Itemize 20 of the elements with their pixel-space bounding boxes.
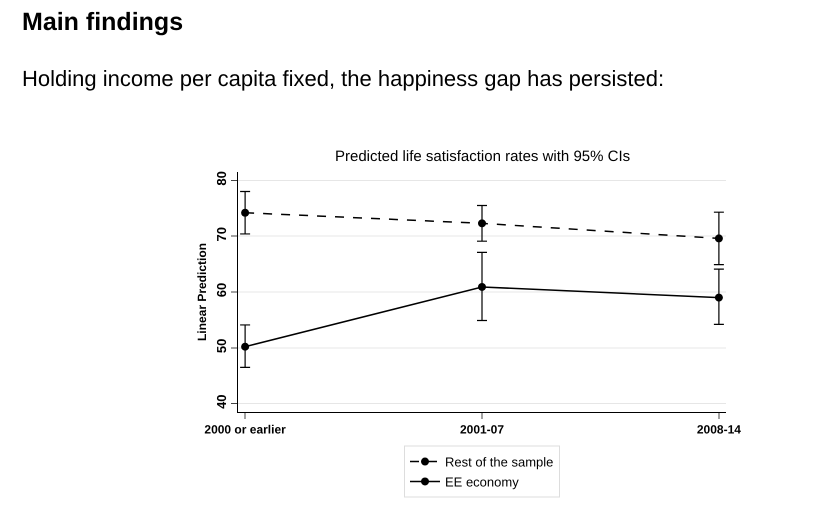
- x-tick-label: 2001-07: [460, 422, 504, 436]
- y-tick-label: 50: [214, 338, 229, 354]
- y-axis-title: Linear Prediction: [195, 242, 210, 342]
- point: [478, 219, 486, 228]
- point: [241, 208, 250, 217]
- x-tick-label: 2008-14: [696, 422, 742, 436]
- legend-label: Rest of the sample: [445, 454, 554, 470]
- legend-label: EE economy: [445, 474, 520, 490]
- point: [714, 234, 723, 242]
- y-tick-label: 70: [214, 227, 229, 242]
- point: [241, 342, 250, 351]
- chart-subtitle: Holding income per capita fixed, the happiness gap has persisted:: [22, 66, 664, 92]
- point: [714, 294, 723, 302]
- text: Predicted life satisfaction rates with 95% CIs: [335, 148, 630, 165]
- y-tick-label: 40: [214, 394, 229, 409]
- y-tick-label: 60: [214, 282, 229, 298]
- point: [478, 282, 486, 291]
- y-tick-label: 80: [214, 171, 229, 186]
- x-tick-label: 2000 or earlier: [204, 422, 286, 436]
- chart-title: Main findings: [22, 8, 184, 37]
